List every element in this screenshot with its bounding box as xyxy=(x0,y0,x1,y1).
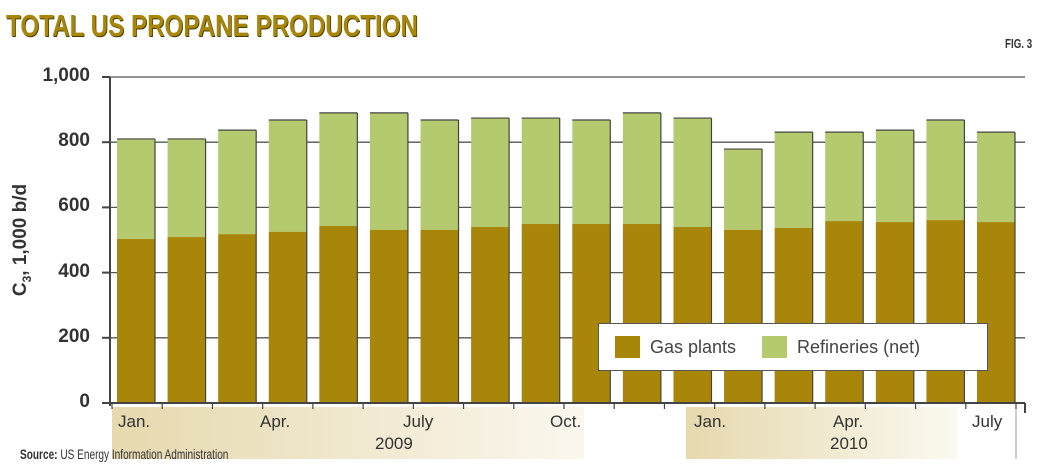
bar-gas-plants xyxy=(774,227,813,403)
x-label-jan-2010: Jan. xyxy=(694,412,727,431)
bar-refineries xyxy=(673,118,712,227)
y-tick-label: 600 xyxy=(58,195,90,217)
y-tick-label: 0 xyxy=(79,391,90,412)
x-year-2010: 2010 xyxy=(830,434,868,453)
gas-plants-swatch xyxy=(615,336,640,358)
legend: Gas plants Refineries (net) xyxy=(598,323,988,371)
x-label-oct-2009: Oct. xyxy=(550,412,582,431)
bar-gas-plants xyxy=(167,237,206,403)
bar-refineries xyxy=(268,120,307,232)
bar-refineries xyxy=(825,132,864,222)
bar-gas-plants xyxy=(926,220,965,403)
bar-refineries xyxy=(724,149,763,230)
bar-refineries xyxy=(875,130,914,223)
figure-label: FIG. 3 xyxy=(1004,36,1032,51)
bar-gas-plants xyxy=(420,229,459,403)
y-tick-label: 400 xyxy=(58,260,90,282)
bar-refineries xyxy=(926,120,965,221)
bar-gas-plants xyxy=(622,224,661,403)
x-label-apr-2010: Apr. xyxy=(833,412,864,431)
x-label-jan-2009: Jan. xyxy=(118,412,151,431)
bar-gas-plants xyxy=(369,229,408,403)
source-note: Source: US Energy Information Administra… xyxy=(20,446,229,462)
bar-refineries xyxy=(369,112,408,230)
bar-gas-plants xyxy=(724,229,763,403)
bar-refineries xyxy=(774,132,813,228)
bar-gas-plants xyxy=(521,224,560,403)
x-label-july-2009: July xyxy=(403,412,434,431)
bar-refineries xyxy=(319,112,358,226)
x-year-2009: 2009 xyxy=(375,434,413,453)
bar-refineries xyxy=(572,120,611,225)
legend-label: Refineries (net) xyxy=(797,336,921,357)
bar-gas-plants xyxy=(875,222,914,403)
bar-gas-plants xyxy=(117,239,155,403)
bar-gas-plants xyxy=(319,225,358,403)
y-tick-label: 200 xyxy=(58,325,90,347)
legend-label: Gas plants xyxy=(650,336,737,357)
bar-gas-plants xyxy=(825,221,864,403)
legend-item-gas-plants: Gas plants xyxy=(615,336,736,358)
bar-gas-plants xyxy=(673,226,712,403)
bar-refineries xyxy=(977,132,1015,223)
year-band-2010 xyxy=(686,407,958,459)
y-tick-label: 800 xyxy=(58,130,90,152)
bar-gas-plants xyxy=(977,222,1015,403)
x-label-apr-2009: Apr. xyxy=(260,412,291,431)
bar-refineries xyxy=(167,138,206,238)
bar-refineries xyxy=(218,130,257,235)
bar-gas-plants xyxy=(218,234,257,403)
bar-refineries xyxy=(521,118,560,225)
bar-refineries xyxy=(420,120,459,230)
chart-title: TOTAL US PROPANE PRODUCTION xyxy=(6,8,418,43)
bar-gas-plants xyxy=(471,226,510,403)
bar-refineries xyxy=(117,138,155,240)
bar-refineries xyxy=(471,118,510,227)
refineries-swatch xyxy=(762,336,788,358)
x-label-july-2010: July xyxy=(972,412,1003,431)
year-band-2009 xyxy=(112,407,584,459)
y-tick-label: 1,000 xyxy=(42,65,90,86)
legend-item-refineries: Refineries (net) xyxy=(762,336,920,358)
bar-refineries xyxy=(622,112,661,225)
bar-gas-plants xyxy=(572,224,611,403)
bar-gas-plants xyxy=(268,231,307,403)
